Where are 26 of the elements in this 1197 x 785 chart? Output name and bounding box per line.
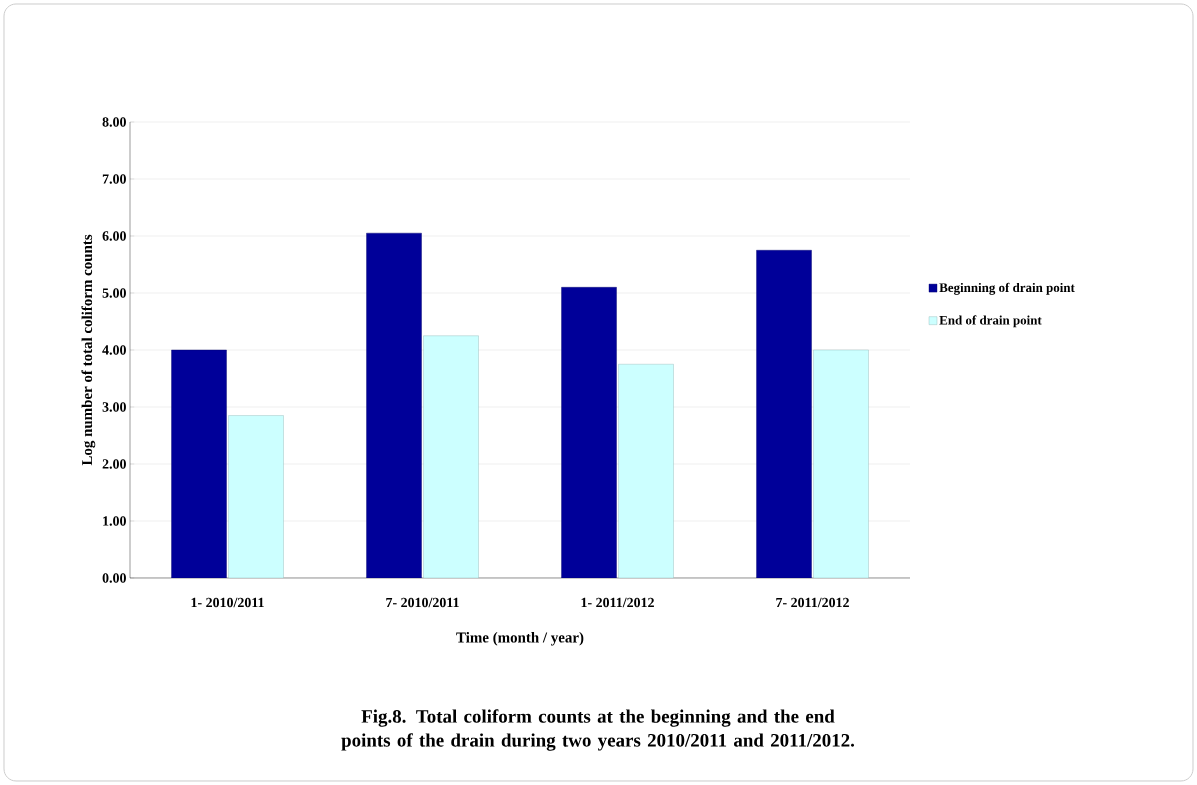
y-tick-label: 0.00: [102, 573, 126, 583]
y-tick-label: 5.00: [102, 288, 126, 298]
bar: [228, 415, 284, 578]
y-tick-label: 1.00: [103, 516, 126, 526]
bar: [756, 250, 812, 578]
text: Fig.8. Total coliform counts at the beginning and the end points of the drain during two years 2010/2011 and 2011/2012.: [341, 709, 855, 751]
x-tick-label: 7- 2011/2012: [776, 597, 849, 608]
y-tick-label: 6.00: [102, 231, 126, 241]
y-tick-label: 3.00: [102, 402, 126, 412]
x-tick-label: 7- 2010/2011: [386, 597, 459, 608]
y-tick-label: 2.00: [102, 459, 126, 469]
y-tick-label: 4.00: [102, 345, 126, 355]
x-tick-label: 1- 2011/2012: [581, 597, 654, 608]
x-axis-title: Time (month / year): [456, 632, 584, 646]
bar: [423, 335, 479, 578]
y-tick-label: 7.00: [102, 174, 126, 184]
bar: [561, 287, 617, 578]
bar: [171, 349, 227, 578]
x-tick-label: 1- 2010/2011: [191, 597, 264, 608]
legend-label: End of drain point: [939, 315, 1042, 328]
bar: [618, 364, 674, 578]
y-axis-title: Log number of total coliform counts: [81, 234, 96, 466]
bar: [366, 232, 422, 578]
y-tick-label: 8.00: [102, 117, 126, 127]
bar: [813, 349, 869, 578]
legend-label: Beginning of drain point: [939, 282, 1075, 295]
